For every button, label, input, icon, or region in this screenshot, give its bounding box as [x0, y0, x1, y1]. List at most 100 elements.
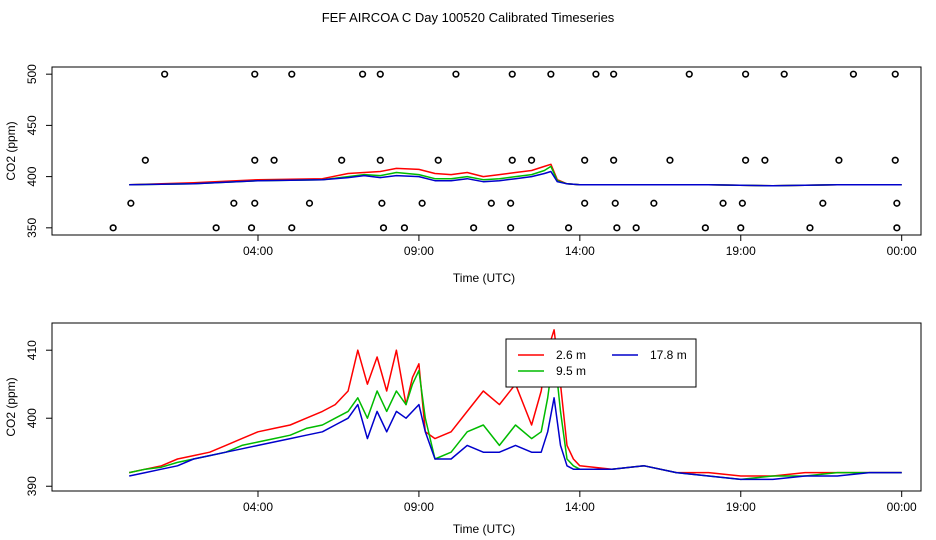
top-x-axis-label: Time (UTC)	[453, 271, 515, 285]
bottom-x-tick-label: 19:00	[726, 500, 756, 514]
top-scatter-points	[109, 70, 901, 232]
legend-label-9-5m: 9.5 m	[556, 364, 586, 378]
top-point-57	[737, 224, 745, 232]
bottom-x-tick-label: 09:00	[404, 500, 434, 514]
top-point-15	[141, 156, 149, 164]
top-point-38	[581, 199, 589, 207]
top-series-2-6-m	[129, 163, 902, 187]
top-point-22	[527, 156, 536, 164]
top-point-2	[288, 70, 296, 78]
top-point-19	[376, 156, 384, 164]
top-point-8	[592, 70, 600, 78]
top-point-11	[741, 70, 750, 78]
top-y-tick-label: 400	[25, 166, 39, 186]
top-point-26	[741, 156, 750, 164]
top-point-29	[891, 156, 899, 164]
legend-box	[505, 338, 697, 388]
bottom-x-tick-label: 04:00	[243, 500, 273, 514]
top-point-59	[893, 224, 901, 232]
top-point-53	[564, 224, 573, 232]
top-series-9-5-m	[129, 165, 902, 187]
top-point-51	[470, 224, 478, 232]
top-point-35	[418, 199, 426, 207]
top-point-13	[849, 70, 858, 78]
top-point-0	[161, 70, 169, 78]
top-x-tick-label: 19:00	[726, 244, 756, 258]
bottom-x-tick-label: 00:00	[887, 500, 917, 514]
top-axis-ticks: 04:00 09:00 14:00 19:00 00:00 350 400 450 500	[25, 64, 917, 258]
legend-label-2-6m: 2.6 m	[556, 348, 586, 362]
bottom-x-axis-label: Time (UTC)	[453, 522, 515, 536]
bottom-panel: 04:00 09:00 14:00 19:00 00:00 390 400 410 Time …	[4, 322, 922, 536]
top-point-12	[780, 70, 788, 78]
top-y-axis-label: CO2 (ppm)	[4, 121, 18, 180]
top-point-44	[893, 199, 901, 207]
top-x-tick-label: 09:00	[404, 244, 434, 258]
top-y-tick-label: 450	[25, 115, 39, 135]
top-point-42	[738, 199, 746, 207]
top-point-55	[632, 224, 640, 232]
top-series-lines	[129, 163, 902, 187]
top-point-36	[487, 199, 495, 207]
top-point-47	[247, 224, 256, 232]
top-point-31	[230, 199, 238, 207]
top-point-34	[378, 199, 386, 207]
top-point-24	[610, 156, 618, 164]
top-point-14	[891, 70, 899, 78]
top-point-37	[507, 199, 515, 207]
bottom-y-tick-label: 410	[25, 340, 39, 360]
bottom-x-tick-label: 14:00	[565, 500, 595, 514]
top-point-32	[251, 199, 259, 207]
top-point-10	[685, 70, 693, 78]
top-point-39	[611, 199, 619, 207]
top-point-20	[434, 156, 442, 164]
top-point-27	[761, 156, 769, 164]
top-point-18	[338, 156, 346, 164]
top-point-40	[650, 199, 658, 207]
top-point-17	[270, 156, 278, 164]
top-y-tick-label: 500	[25, 64, 39, 84]
top-point-16	[251, 156, 259, 164]
top-point-56	[701, 224, 709, 232]
bottom-plot-frame	[51, 322, 922, 492]
top-point-7	[547, 70, 555, 78]
top-point-45	[109, 224, 117, 232]
top-point-4	[376, 70, 384, 78]
top-point-52	[507, 224, 515, 232]
legend: 2.6 m 9.5 m 17.8 m	[505, 338, 697, 388]
top-panel: 04:00 09:00 14:00 19:00 00:00 350 400 450 500 Ti…	[4, 64, 922, 285]
top-plot-frame	[51, 66, 922, 236]
top-x-tick-label: 00:00	[887, 244, 917, 258]
top-point-21	[508, 156, 516, 164]
top-x-tick-label: 04:00	[243, 244, 273, 258]
top-point-58	[806, 224, 814, 232]
top-point-6	[508, 70, 516, 78]
top-point-5	[452, 70, 460, 78]
bottom-y-tick-label: 390	[25, 476, 39, 496]
bottom-y-axis-label: CO2 (ppm)	[4, 377, 18, 436]
top-point-46	[212, 224, 220, 232]
top-point-3	[358, 70, 367, 78]
top-series-17-8-m	[129, 170, 902, 187]
top-point-9	[610, 70, 618, 78]
top-x-tick-label: 14:00	[565, 244, 595, 258]
top-point-25	[666, 156, 674, 164]
bottom-series-17-8-m	[129, 397, 902, 481]
top-point-43	[819, 199, 827, 207]
top-point-1	[251, 70, 259, 78]
legend-label-17-8m: 17.8 m	[650, 348, 687, 362]
top-point-49	[379, 224, 388, 232]
top-y-tick-label: 350	[25, 217, 39, 237]
top-point-50	[400, 224, 409, 232]
top-point-48	[288, 224, 296, 232]
top-point-23	[581, 156, 589, 164]
chart-title: FEF AIRCOA C Day 100520 Calibrated Times…	[322, 10, 615, 25]
top-point-41	[719, 199, 727, 207]
top-point-54	[613, 224, 621, 232]
bottom-series-lines	[129, 329, 902, 481]
bottom-y-tick-label: 400	[25, 408, 39, 428]
top-point-30	[127, 199, 135, 207]
top-point-28	[835, 156, 843, 164]
top-point-33	[305, 199, 314, 207]
